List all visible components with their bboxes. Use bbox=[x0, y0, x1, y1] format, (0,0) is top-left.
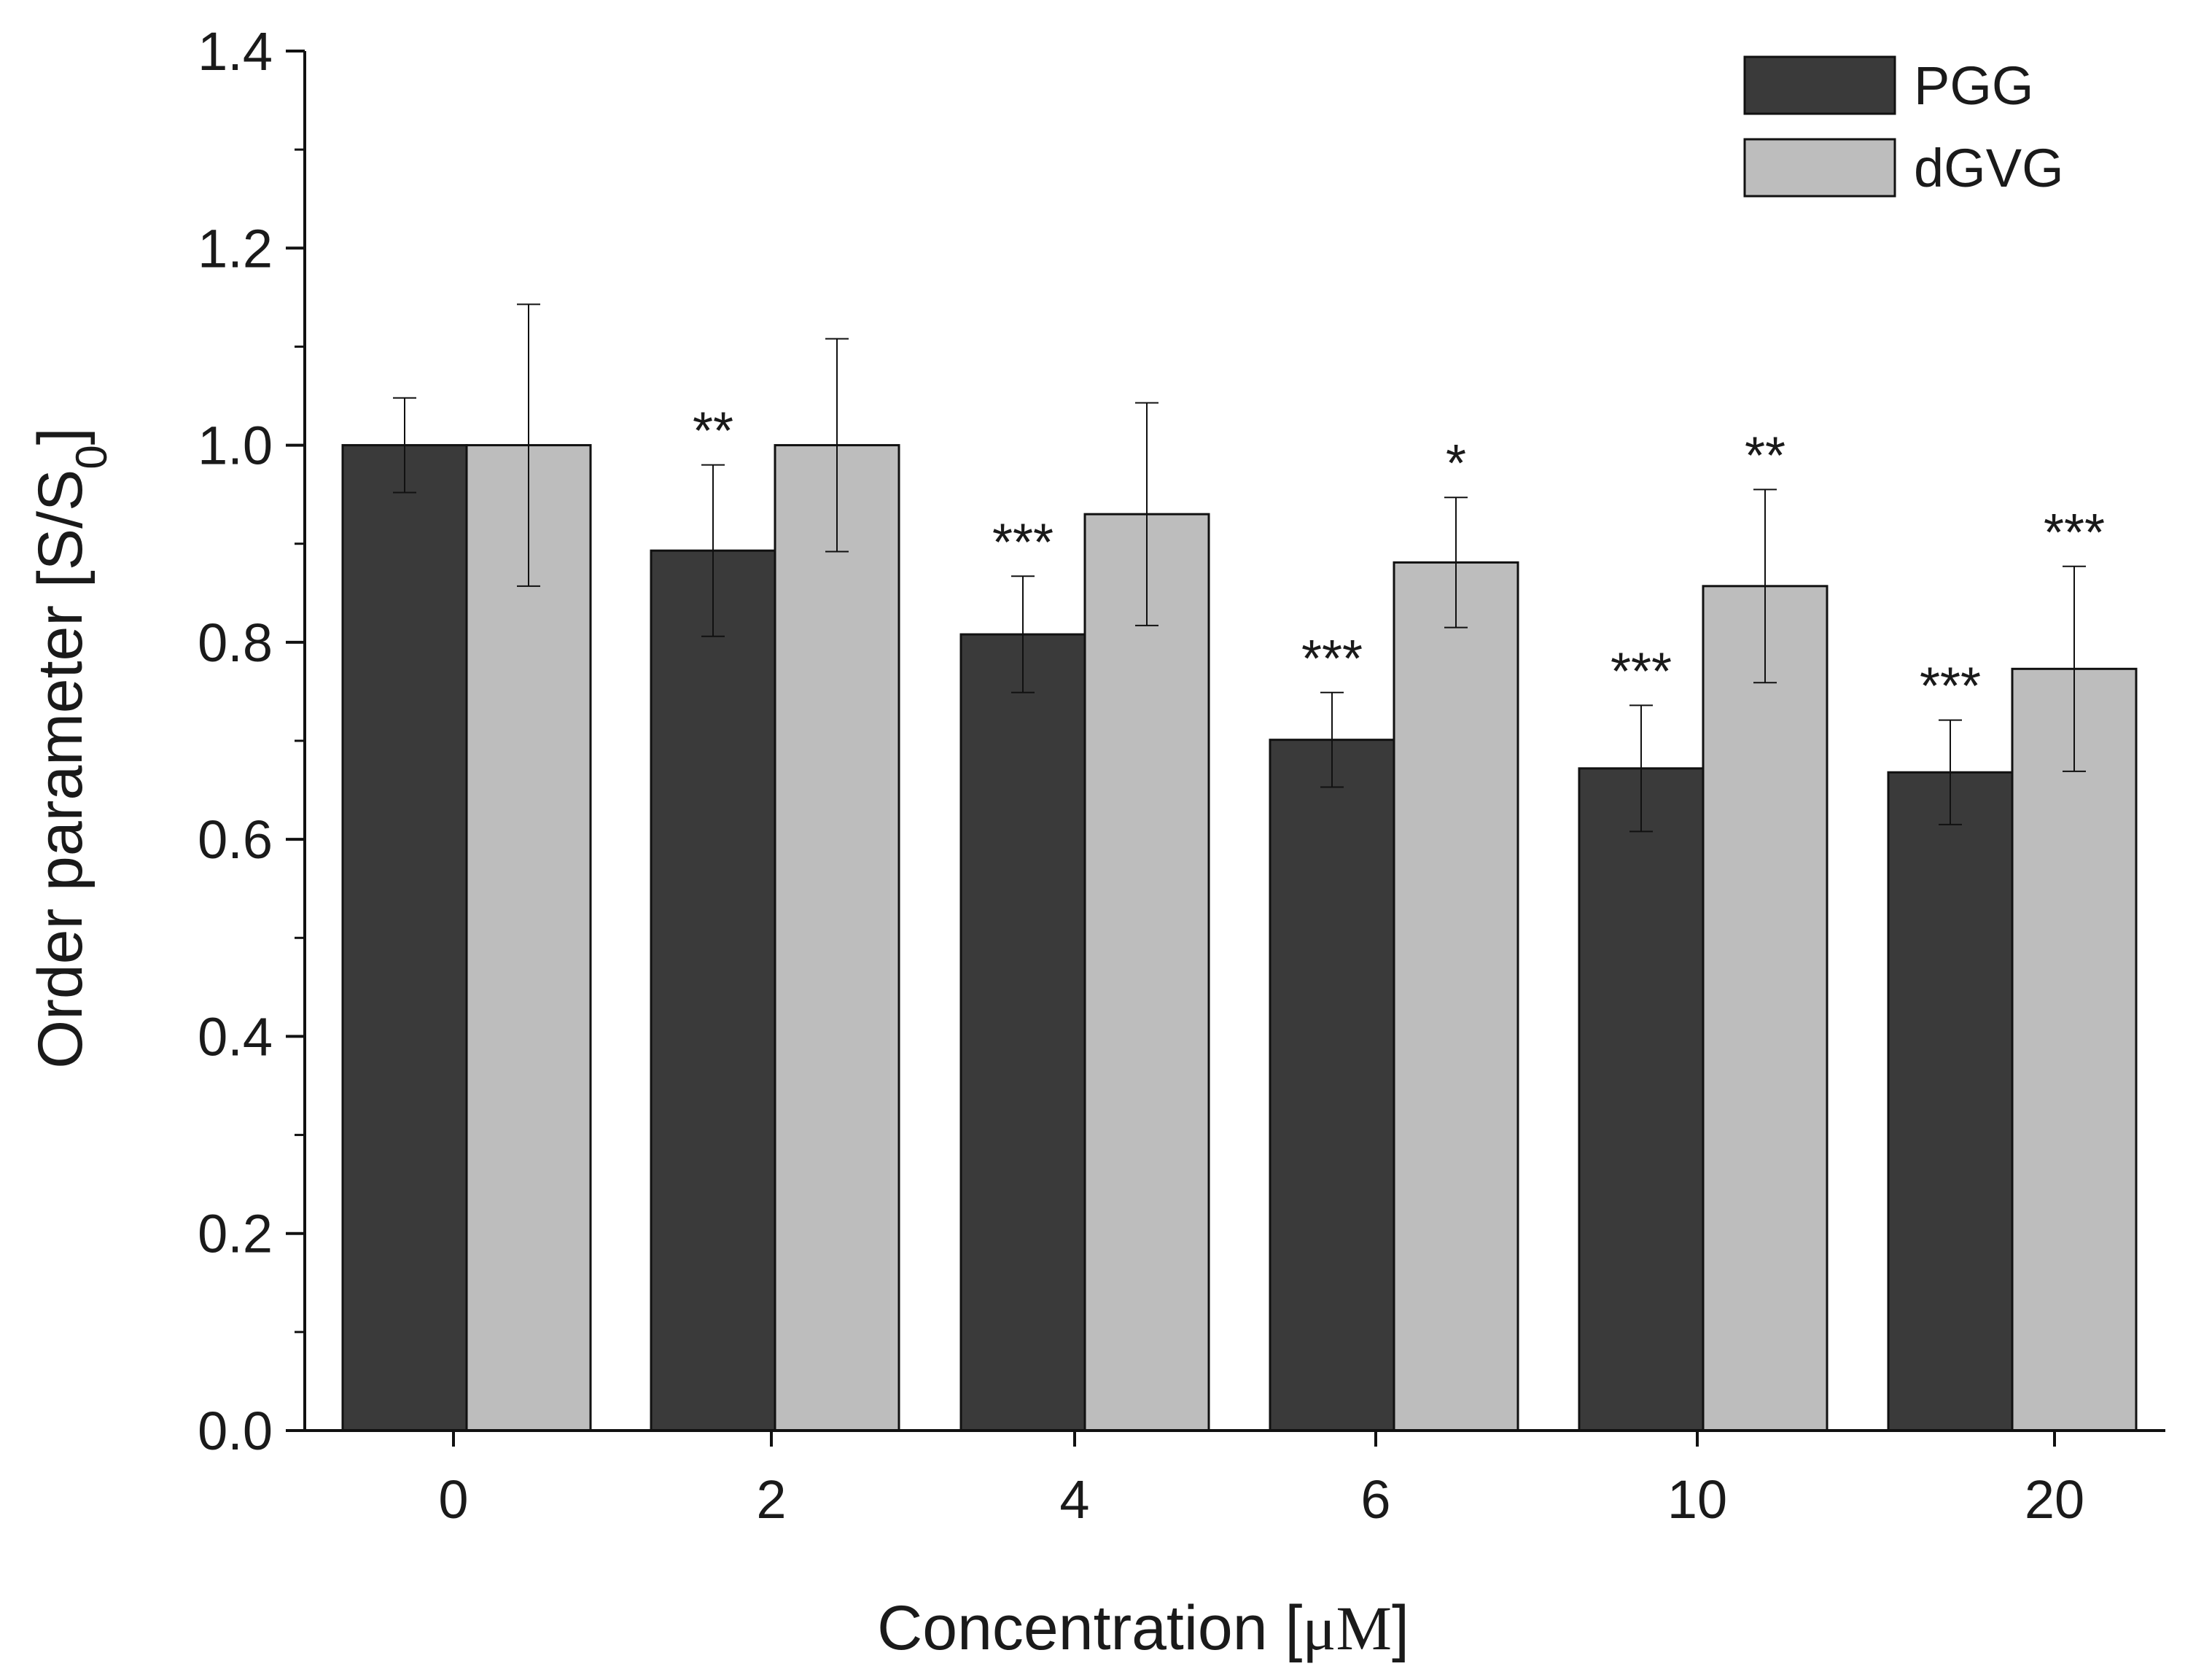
bar-dgvg-20 bbox=[2011, 667, 2138, 1432]
y-tick-label-0.6: 0.6 bbox=[198, 809, 273, 870]
x-axis-title: Concentration [μM] bbox=[877, 1593, 1409, 1663]
significance-pgg-6: *** bbox=[1301, 630, 1363, 688]
bar-pgg-0 bbox=[341, 444, 468, 1432]
significance-dgvg-20: *** bbox=[2044, 504, 2105, 562]
legend-label-pgg: PGG bbox=[1914, 55, 2033, 116]
bar-dgvg-4 bbox=[1083, 513, 1210, 1432]
significance-pgg-10: *** bbox=[1611, 642, 1672, 701]
x-tick-label-20: 20 bbox=[2025, 1469, 2084, 1530]
bar-pgg-4 bbox=[959, 633, 1086, 1432]
legend-swatch-dgvg bbox=[1743, 138, 1896, 198]
x-tick-label-0: 0 bbox=[438, 1469, 468, 1530]
significance-pgg-20: *** bbox=[1920, 658, 1981, 716]
bar-pgg-20 bbox=[1887, 771, 2014, 1432]
significance-dgvg-10: ** bbox=[1745, 427, 1785, 485]
legend-label-dgvg: dGVG bbox=[1914, 138, 2064, 198]
significance-pgg-4: *** bbox=[992, 513, 1054, 572]
bars bbox=[341, 444, 2138, 1432]
axes: 0.0 0.2 0.4 0.6 0.8 1.0 1.2 1.4 0 2 4 6 10 20 bbox=[198, 21, 2165, 1530]
bar-dgvg-10 bbox=[1702, 585, 1829, 1432]
legend: PGG dGVG bbox=[1743, 55, 2064, 198]
x-tick-label-6: 6 bbox=[1360, 1469, 1390, 1530]
legend-swatch-pgg bbox=[1743, 55, 1896, 115]
significance-markers: ******** *** **** ***** bbox=[693, 402, 2105, 716]
x-tick-label-2: 2 bbox=[756, 1469, 786, 1530]
bar-pgg-10 bbox=[1578, 767, 1705, 1432]
y-tick-label-0.4: 0.4 bbox=[198, 1006, 273, 1067]
y-axis-title: Order parameter [S/S0] bbox=[26, 427, 116, 1068]
bar-pgg-6 bbox=[1269, 739, 1395, 1432]
y-tick-label-1.2: 1.2 bbox=[198, 218, 273, 279]
bar-dgvg-2 bbox=[774, 444, 900, 1432]
bar-dgvg-0 bbox=[465, 444, 592, 1432]
bar-dgvg-6 bbox=[1393, 561, 1519, 1432]
significance-pgg-2: ** bbox=[693, 402, 733, 461]
y-tick-label-0.2: 0.2 bbox=[198, 1204, 273, 1264]
y-tick-label-0.8: 0.8 bbox=[198, 612, 273, 673]
significance-dgvg-6: * bbox=[1446, 435, 1466, 493]
x-tick-label-4: 4 bbox=[1059, 1469, 1089, 1530]
error-bars bbox=[393, 303, 2086, 833]
y-tick-label-1.0: 1.0 bbox=[198, 416, 273, 476]
y-tick-label-0.0: 0.0 bbox=[198, 1401, 273, 1461]
bar-pgg-2 bbox=[650, 549, 776, 1432]
x-tick-label-10: 10 bbox=[1667, 1469, 1727, 1530]
y-tick-label-1.4: 1.4 bbox=[198, 21, 273, 82]
